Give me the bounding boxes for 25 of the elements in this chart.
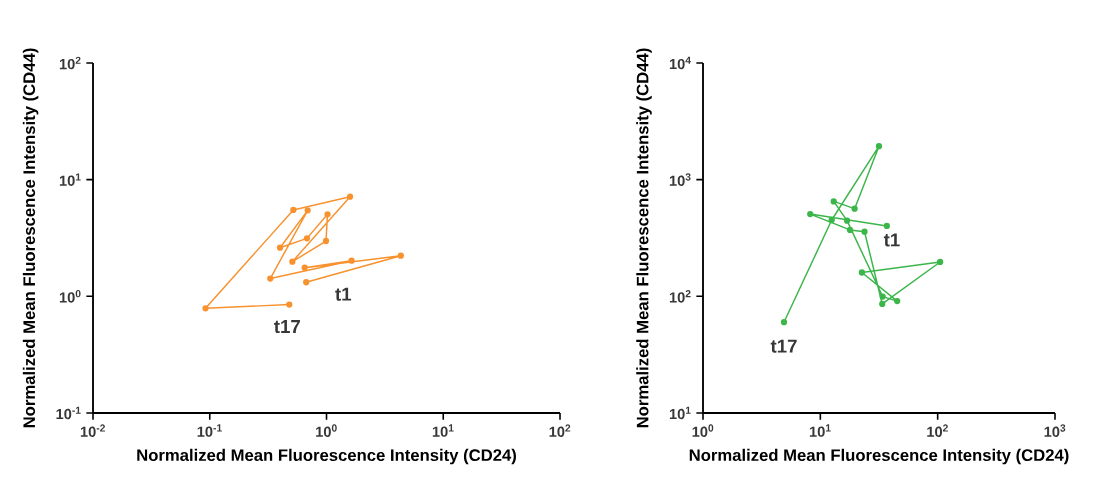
y-tick-label: 10$^{1}$: [59, 173, 81, 186]
x-tick-label: 10$^{0}$: [316, 424, 337, 437]
x-tick-label: 10$^{-2}$: [80, 424, 105, 437]
x-tick-label: 10$^{1}$: [809, 424, 831, 437]
y-tick-label: 10$^{-1}$: [56, 406, 81, 420]
x-tick-label: 10$^{2}$: [927, 424, 948, 437]
annotation: t1: [335, 287, 352, 301]
y-tick-label: 10$^{0}$: [59, 290, 81, 303]
y-axis-title: Normalized Mean Fluorescence Intensity (CD44): [636, 48, 652, 428]
y-tick-label: 10$^{1}$: [669, 406, 691, 420]
x-axis-title: Normalized Mean Fluorescence Intensity (CD24): [689, 448, 1069, 465]
x-axis-title: Normalized Mean Fluorescence Intensity (CD24): [137, 448, 516, 465]
y-tick-label: 10$^{4}$: [669, 56, 691, 70]
y-tick-label: 10$^{3}$: [669, 173, 691, 186]
x-tick-label: 10$^{-1}$: [197, 424, 222, 437]
x-tick-label: 10$^{1}$: [432, 424, 454, 437]
y-tick-label: 10$^{2}$: [669, 290, 691, 303]
x-tick-label: 10$^{0}$: [692, 424, 714, 437]
y-axis-title: Normalized Mean Fluorescence Intensity (CD44): [22, 48, 39, 428]
y-tick-label: 10$^{2}$: [59, 56, 81, 70]
annotation: t1: [883, 233, 900, 247]
x-tick-label: 10$^{2}$: [549, 424, 571, 437]
annotation: t17: [770, 339, 797, 353]
x-tick-label: 10$^{3}$: [1044, 424, 1066, 437]
annotation: t17: [274, 320, 300, 334]
